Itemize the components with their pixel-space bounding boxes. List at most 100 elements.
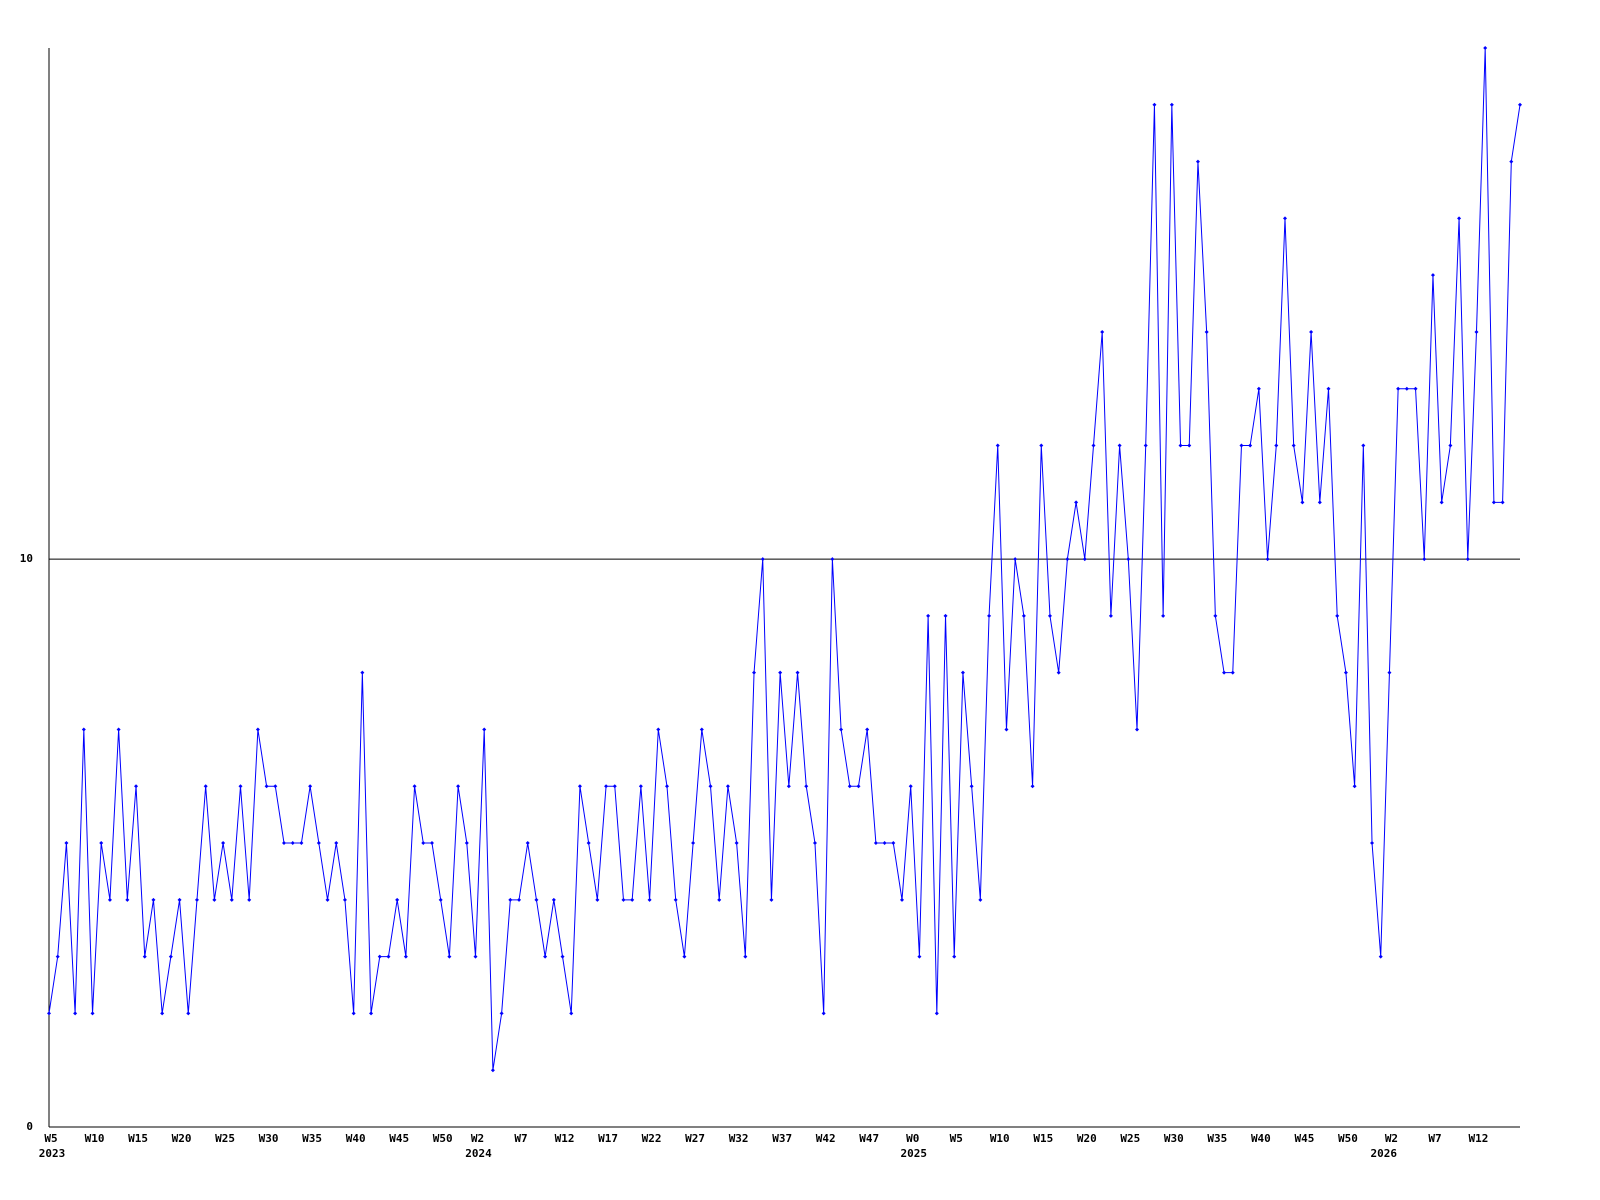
data-point xyxy=(699,727,704,732)
data-point xyxy=(734,841,739,846)
data-point xyxy=(325,897,330,902)
data-point xyxy=(969,784,974,789)
data-point xyxy=(978,897,983,902)
x-tick-label: W45 xyxy=(1294,1132,1314,1145)
x-tick-label: W35 xyxy=(1207,1132,1227,1145)
data-point xyxy=(447,954,452,959)
data-point xyxy=(421,841,426,846)
y-tick-label: 10 xyxy=(20,552,33,565)
data-point xyxy=(525,841,530,846)
data-point xyxy=(168,954,173,959)
data-point xyxy=(1039,443,1044,448)
data-point xyxy=(839,727,844,732)
data-point xyxy=(1422,557,1427,562)
data-point xyxy=(682,954,687,959)
x-tick-label: W42 xyxy=(816,1132,836,1145)
data-point xyxy=(647,897,652,902)
data-point xyxy=(1317,500,1322,505)
data-point xyxy=(290,841,295,846)
x-tick-label: W50 xyxy=(433,1132,453,1145)
x-tick-label: W7 xyxy=(514,1132,527,1145)
data-point xyxy=(369,1011,374,1016)
data-point xyxy=(1056,670,1061,675)
data-point xyxy=(943,613,948,618)
data-point xyxy=(1413,386,1418,391)
x-tick-label: W30 xyxy=(1164,1132,1184,1145)
x-tick-label: W20 xyxy=(172,1132,192,1145)
data-point xyxy=(1117,443,1122,448)
x-tick-label: W0 xyxy=(906,1132,919,1145)
data-point xyxy=(1030,784,1035,789)
data-point xyxy=(1370,841,1375,846)
data-point xyxy=(255,727,260,732)
data-point xyxy=(1396,386,1401,391)
x-tick-label: W10 xyxy=(85,1132,105,1145)
data-point xyxy=(107,897,112,902)
data-point xyxy=(952,954,957,959)
data-point xyxy=(1091,443,1096,448)
data-point xyxy=(229,897,234,902)
data-point xyxy=(830,557,835,562)
data-point xyxy=(534,897,539,902)
data-point xyxy=(873,841,878,846)
y-tick-label: 0 xyxy=(26,1120,33,1133)
data-point xyxy=(569,1011,574,1016)
data-point xyxy=(1282,216,1287,221)
data-point xyxy=(1100,329,1105,334)
data-point xyxy=(1195,159,1200,164)
data-point xyxy=(882,841,887,846)
data-point xyxy=(1230,670,1235,675)
data-point xyxy=(1222,670,1227,675)
data-point xyxy=(47,1011,51,1016)
data-point xyxy=(543,954,548,959)
data-point xyxy=(769,897,774,902)
data-point xyxy=(891,841,896,846)
data-point xyxy=(1291,443,1296,448)
data-point xyxy=(1065,557,1070,562)
x-tick-label: W37 xyxy=(772,1132,792,1145)
data-point xyxy=(960,670,965,675)
x-tick-label: W32 xyxy=(729,1132,749,1145)
data-point xyxy=(464,841,469,846)
data-point xyxy=(386,954,391,959)
data-point xyxy=(1265,557,1270,562)
data-point xyxy=(795,670,800,675)
data-point xyxy=(299,841,304,846)
data-point xyxy=(638,784,643,789)
data-point xyxy=(1309,329,1314,334)
data-point xyxy=(473,954,478,959)
data-point xyxy=(812,841,817,846)
data-point xyxy=(725,784,730,789)
data-point xyxy=(1378,954,1383,959)
data-point xyxy=(334,841,339,846)
data-point xyxy=(1509,159,1514,164)
data-point xyxy=(1274,443,1279,448)
x-tick-label: W2 xyxy=(1385,1132,1398,1145)
data-point xyxy=(1483,46,1488,50)
data-point xyxy=(1108,613,1113,618)
data-point xyxy=(1404,386,1409,391)
data-point xyxy=(612,784,617,789)
data-point xyxy=(64,841,69,846)
data-point xyxy=(517,897,522,902)
data-point xyxy=(99,841,104,846)
data-point xyxy=(1335,613,1340,618)
data-point xyxy=(743,954,748,959)
data-point xyxy=(804,784,809,789)
data-point xyxy=(926,613,931,618)
data-point xyxy=(247,897,252,902)
x-tick-label: W20 xyxy=(1077,1132,1097,1145)
data-point xyxy=(1352,784,1357,789)
data-point xyxy=(1204,329,1209,334)
x-tick-label: W10 xyxy=(990,1132,1010,1145)
x-tick-label: W40 xyxy=(346,1132,366,1145)
x-tick-label: W40 xyxy=(1251,1132,1271,1145)
data-point xyxy=(1491,500,1496,505)
x-tick-label: W7 xyxy=(1428,1132,1441,1145)
data-point xyxy=(1178,443,1183,448)
data-point xyxy=(847,784,852,789)
data-point xyxy=(1143,443,1148,448)
data-point xyxy=(1300,500,1305,505)
